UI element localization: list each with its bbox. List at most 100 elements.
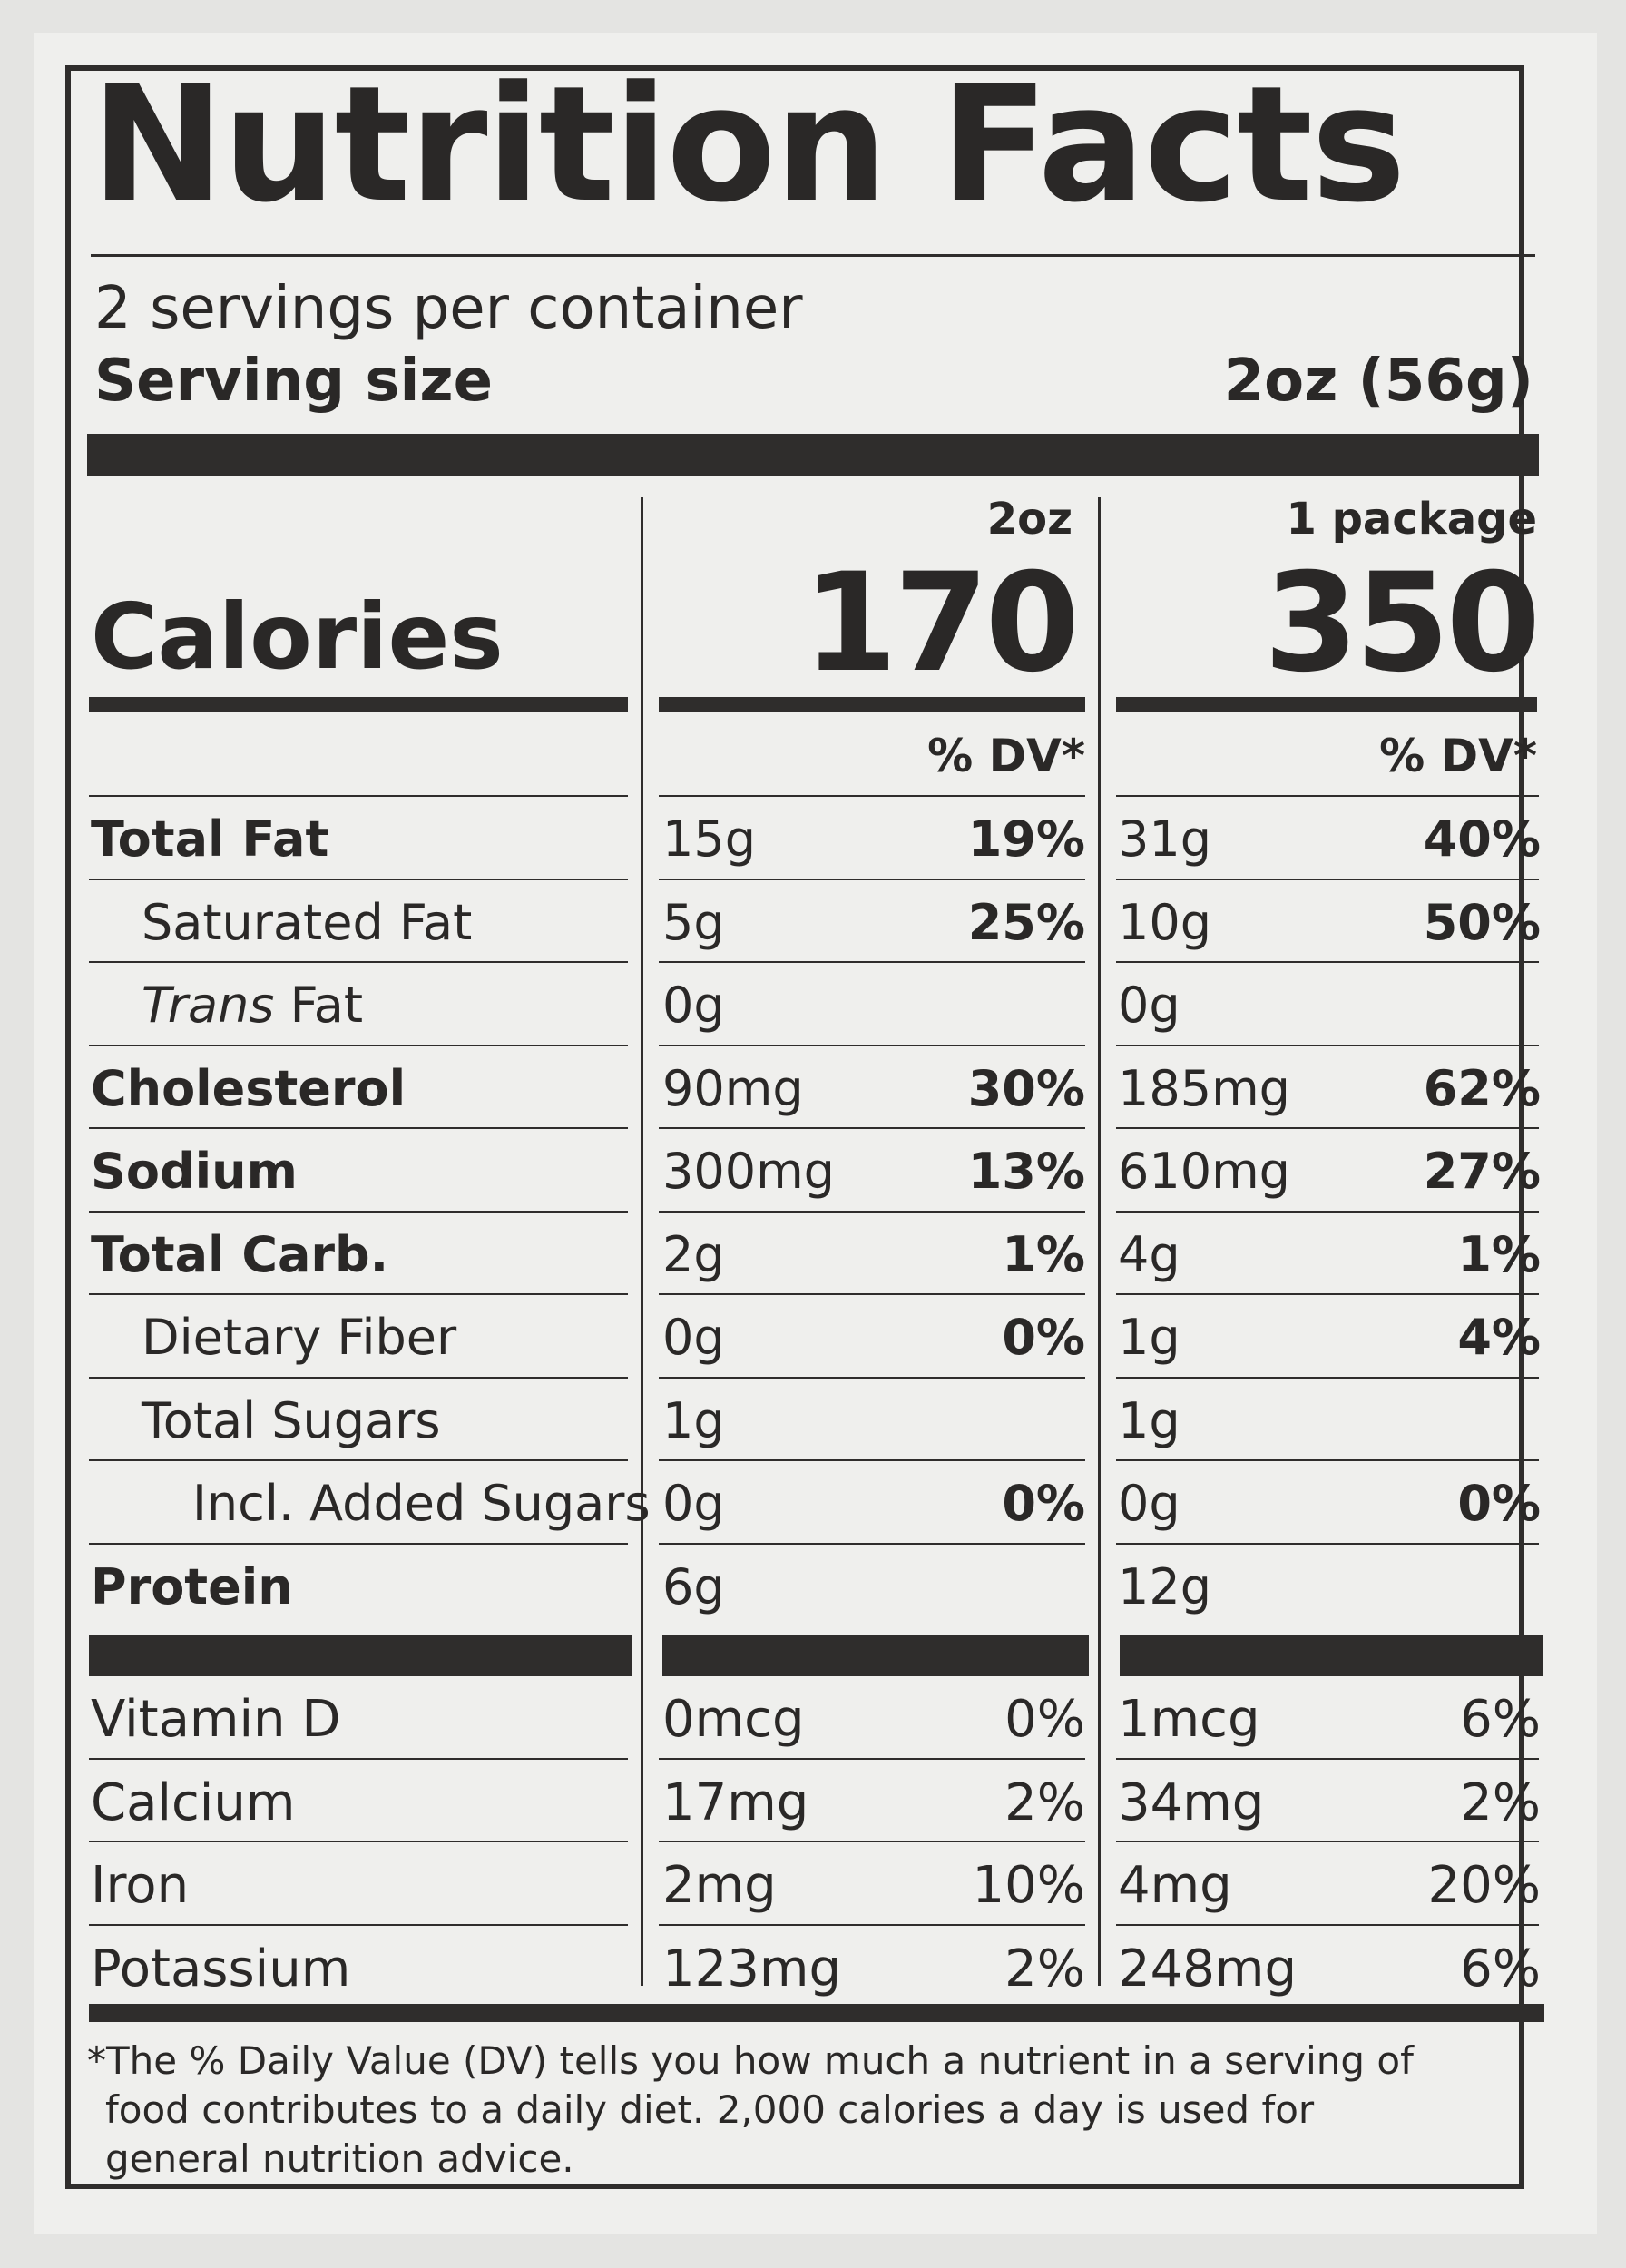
calories-bar bbox=[1116, 697, 1537, 712]
row-divider bbox=[1116, 1210, 1539, 1213]
dv-serving: 13% bbox=[967, 1143, 1085, 1200]
amount-serving: 0g bbox=[662, 1475, 725, 1532]
row-divider bbox=[89, 878, 628, 880]
serving-size-label: Serving size bbox=[94, 348, 494, 415]
vitamin-dv-serving: 2% bbox=[1004, 1772, 1085, 1832]
nutrient-name: Total Carb. bbox=[91, 1225, 389, 1283]
servings-per-container: 2 servings per container bbox=[94, 275, 803, 342]
amount-package: 185mg bbox=[1118, 1059, 1290, 1117]
dv-header-package: % DV* bbox=[1379, 730, 1537, 782]
vitamin-dv-serving: 0% bbox=[1004, 1690, 1085, 1749]
vitamin-amount-serving: 2mg bbox=[662, 1856, 777, 1915]
nutrient-name: Sodium bbox=[91, 1143, 298, 1200]
vitamin-amount-serving: 17mg bbox=[662, 1772, 809, 1832]
amount-serving: 90mg bbox=[662, 1059, 804, 1117]
row-divider bbox=[1116, 961, 1539, 963]
nutrient-name: Dietary Fiber bbox=[142, 1309, 457, 1366]
divider bbox=[91, 254, 1535, 257]
amount-serving: 0g bbox=[662, 1309, 725, 1366]
amount-serving: 6g bbox=[662, 1557, 725, 1615]
amount-package: 12g bbox=[1118, 1557, 1211, 1615]
row-divider bbox=[1116, 1841, 1539, 1842]
amount-package: 1g bbox=[1118, 1391, 1180, 1449]
vitamin-amount-package: 248mg bbox=[1118, 1939, 1297, 1998]
amount-package: 10g bbox=[1118, 893, 1211, 951]
row-divider bbox=[659, 1841, 1085, 1842]
thick-divider bbox=[87, 434, 1539, 476]
dv-package: 40% bbox=[1423, 810, 1541, 868]
row-divider bbox=[659, 1293, 1085, 1295]
row-divider bbox=[659, 1210, 1085, 1213]
footnote-line: food contributes to a daily diet. 2,000 … bbox=[105, 2087, 1315, 2132]
label-background bbox=[34, 33, 1597, 2234]
calories-serving: 170 bbox=[802, 545, 1080, 702]
nutrient-name: Protein bbox=[91, 1557, 293, 1615]
row-divider bbox=[1116, 1127, 1539, 1129]
column-header-package: 1 package bbox=[1286, 494, 1537, 545]
row-divider bbox=[1116, 1293, 1539, 1295]
row-divider bbox=[659, 1923, 1085, 1926]
dv-package: 27% bbox=[1423, 1143, 1541, 1200]
vitamin-dv-serving: 10% bbox=[972, 1856, 1085, 1915]
vitamin-amount-package: 4mg bbox=[1118, 1856, 1232, 1915]
nutrient-name: Total Sugars bbox=[142, 1391, 441, 1449]
row-divider bbox=[1116, 1376, 1539, 1379]
dv-package: 4% bbox=[1457, 1309, 1541, 1366]
dv-package: 0% bbox=[1457, 1475, 1541, 1532]
row-divider bbox=[89, 795, 628, 797]
calories-bar bbox=[659, 697, 1085, 712]
row-divider bbox=[89, 1293, 628, 1295]
row-divider bbox=[659, 1376, 1085, 1379]
vitamin-dv-package: 6% bbox=[1460, 1939, 1541, 1998]
vitamin-name: Iron bbox=[91, 1856, 190, 1915]
nutrient-name: Saturated Fat bbox=[142, 893, 473, 951]
calories-bar bbox=[89, 697, 628, 712]
dv-header-serving: % DV* bbox=[927, 730, 1085, 782]
vitamin-amount-package: 34mg bbox=[1118, 1772, 1265, 1832]
vitamin-divider bbox=[1120, 1635, 1543, 1676]
nutrient-name: Total Fat bbox=[91, 810, 329, 868]
amount-package: 1g bbox=[1118, 1309, 1180, 1366]
bottom-thick-divider bbox=[89, 2004, 1544, 2022]
dv-serving: 0% bbox=[1002, 1309, 1085, 1366]
row-divider bbox=[1116, 878, 1539, 880]
row-divider bbox=[1116, 1044, 1539, 1046]
amount-serving: 5g bbox=[662, 893, 725, 951]
row-divider bbox=[89, 1841, 628, 1842]
serving-size-value: 2oz (56g) bbox=[1223, 348, 1533, 415]
amount-serving: 1g bbox=[662, 1391, 725, 1449]
amount-serving: 15g bbox=[662, 810, 756, 868]
label-title: Nutrition Facts bbox=[91, 52, 1406, 238]
dv-serving: 25% bbox=[967, 893, 1085, 951]
column-separator bbox=[641, 497, 643, 1986]
row-divider bbox=[89, 1923, 628, 1926]
amount-package: 4g bbox=[1118, 1225, 1180, 1283]
dv-serving: 30% bbox=[967, 1059, 1085, 1117]
calories-label: Calories bbox=[91, 584, 504, 690]
row-divider bbox=[1116, 1459, 1539, 1461]
vitamin-divider bbox=[89, 1635, 632, 1676]
row-divider bbox=[659, 1542, 1085, 1545]
vitamin-name: Potassium bbox=[91, 1939, 351, 1998]
row-divider bbox=[659, 1127, 1085, 1129]
dv-package: 50% bbox=[1423, 893, 1541, 951]
row-divider bbox=[659, 878, 1085, 880]
row-divider bbox=[659, 795, 1085, 797]
calories-package: 350 bbox=[1263, 545, 1541, 702]
row-divider bbox=[659, 1459, 1085, 1461]
footnote-line: general nutrition advice. bbox=[105, 2136, 574, 2181]
vitamin-dv-package: 6% bbox=[1460, 1690, 1541, 1749]
amount-package: 31g bbox=[1118, 810, 1211, 868]
row-divider bbox=[1116, 1923, 1539, 1926]
amount-package: 0g bbox=[1118, 1475, 1180, 1532]
footnote-line: *The % Daily Value (DV) tells you how mu… bbox=[87, 2038, 1414, 2083]
row-divider bbox=[1116, 1542, 1539, 1545]
row-divider bbox=[1116, 1757, 1539, 1760]
vitamin-name: Vitamin D bbox=[91, 1690, 341, 1749]
row-divider bbox=[89, 1044, 628, 1046]
row-divider bbox=[89, 1459, 628, 1461]
dv-package: 1% bbox=[1457, 1225, 1541, 1283]
column-header-serving: 2oz bbox=[986, 494, 1073, 545]
row-divider bbox=[89, 1376, 628, 1379]
amount-serving: 300mg bbox=[662, 1143, 835, 1200]
